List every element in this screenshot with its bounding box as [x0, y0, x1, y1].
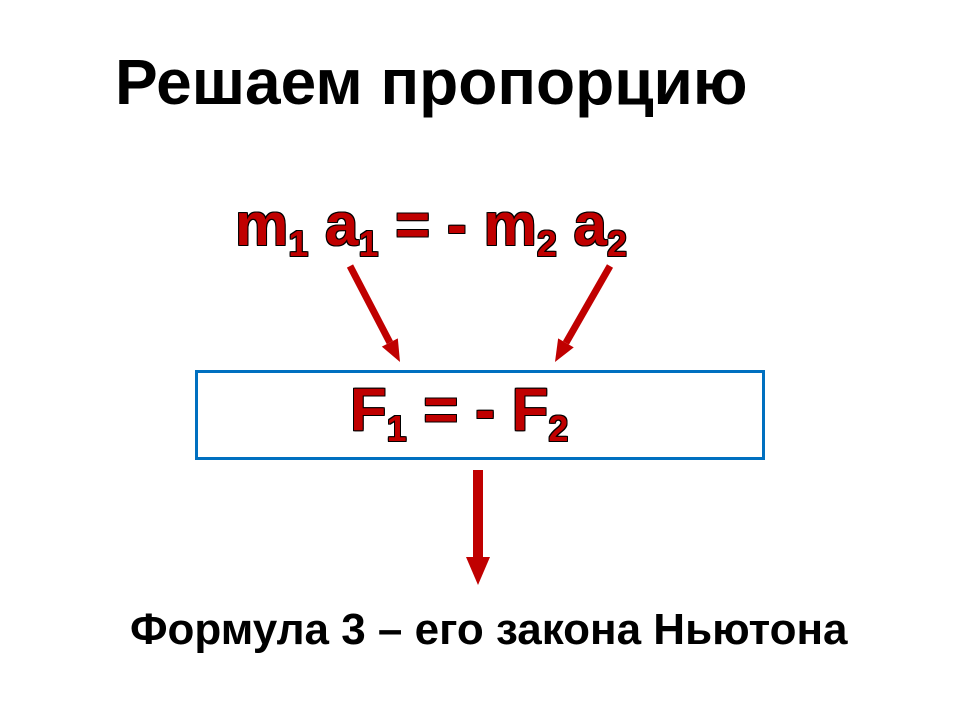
arrow-down-head	[466, 557, 490, 585]
slide-stage: { "colors": { "background": "#ffffff", "…	[0, 0, 960, 720]
arrow-left-shaft	[350, 266, 390, 342]
arrow-right-shaft	[566, 266, 610, 343]
arrows-layer	[0, 0, 960, 720]
